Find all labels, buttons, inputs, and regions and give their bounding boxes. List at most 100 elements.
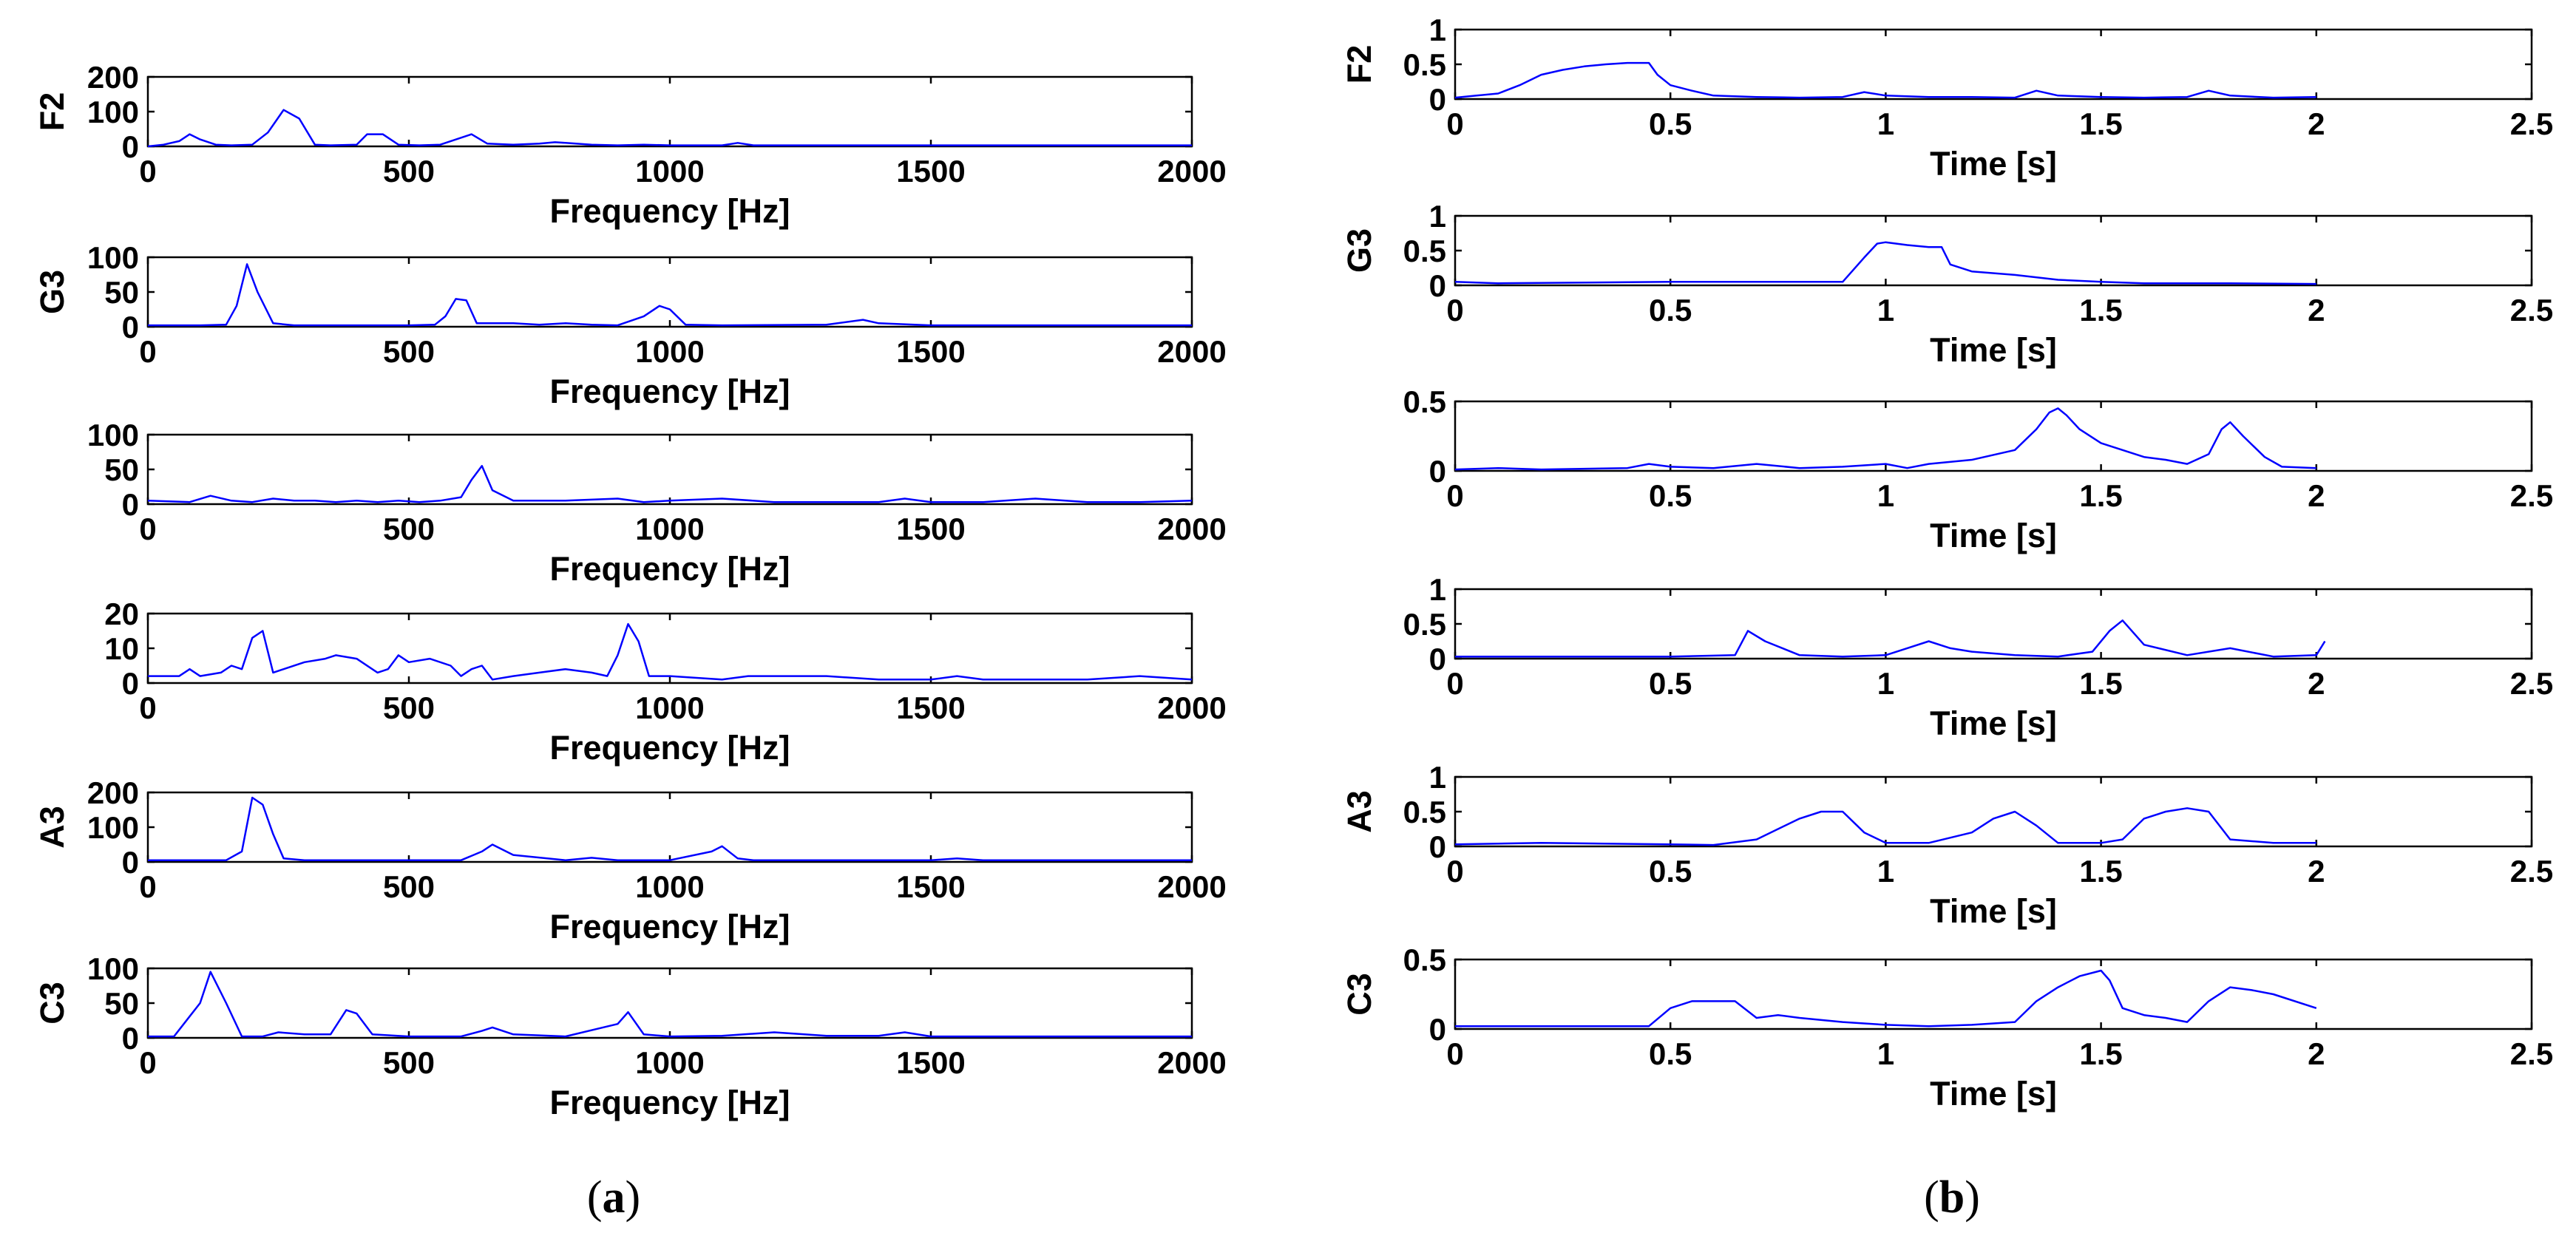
plot-area [1454, 775, 2533, 848]
x-tick-label: 1.5 [2079, 478, 2122, 513]
caption-a: (a) [587, 1172, 640, 1223]
x-tick-label: 500 [383, 154, 435, 188]
y-tick-label: 0.5 [1403, 384, 1446, 419]
x-tick-label: 0.5 [1649, 106, 1692, 141]
x-tick-label: 0 [139, 869, 156, 904]
x-tick-label: 1 [1877, 1036, 1894, 1071]
x-tick-label: 1.5 [2079, 854, 2122, 889]
caption-b: (b) [1924, 1172, 1980, 1223]
y-tick-label: 0 [1429, 829, 1446, 864]
x-tick-label: 1500 [896, 1045, 965, 1080]
x-axis-label: Frequency [Hz] [549, 1084, 790, 1121]
y-axis-label: G3 [1340, 228, 1378, 273]
x-axis-label: Frequency [Hz] [549, 729, 790, 767]
x-tick-label: 0 [1446, 854, 1463, 889]
x-tick-label: 0 [139, 334, 156, 369]
y-tick-label: 0 [122, 310, 139, 344]
y-tick-label: 20 [104, 597, 139, 631]
chart-panel-b-3: 0 0.5 1 1.5 2 2.5 0 0.5 Time [s] [1403, 384, 2554, 554]
x-tick-label: 2.5 [2510, 478, 2553, 513]
x-tick-label: 1.5 [2079, 293, 2122, 327]
plot-area [1454, 588, 2533, 660]
y-tick-label: 1 [1429, 760, 1446, 795]
x-tick-label: 2 [2308, 1036, 2325, 1071]
x-tick-label: 2.5 [2510, 1036, 2553, 1071]
x-tick-label: 0 [139, 1045, 156, 1080]
series-line [148, 796, 1192, 861]
x-tick-label: 500 [383, 869, 435, 904]
x-tick-label: 2000 [1157, 869, 1226, 904]
x-tick-label: 1 [1877, 666, 1894, 701]
x-tick-label: 1 [1877, 106, 1894, 141]
x-tick-label: 500 [383, 512, 435, 546]
y-tick-label: 1 [1429, 572, 1446, 607]
x-tick-label: 1500 [896, 334, 965, 369]
chart-panel-b-6: 0 0.5 1 1.5 2 2.5 0 0.5 Time [s] C3 [1340, 942, 2553, 1113]
plot-area [146, 433, 1193, 506]
x-tick-label: 1.5 [2079, 666, 2122, 701]
x-tick-label: 1500 [896, 690, 965, 725]
y-tick-label: 0.5 [1403, 942, 1446, 977]
series-line [1454, 61, 2316, 99]
x-tick-label: 1000 [635, 690, 704, 725]
x-tick-label: 0.5 [1649, 1036, 1692, 1071]
series-line [148, 263, 1192, 327]
y-tick-label: 0.5 [1403, 234, 1446, 268]
y-tick-label: 100 [87, 95, 139, 129]
y-axis-label: A3 [33, 806, 71, 849]
x-axis-label: Time [s] [1930, 892, 2057, 930]
x-axis-label: Time [s] [1930, 704, 2057, 742]
x-axis-label: Time [s] [1930, 1075, 2057, 1113]
plot-area [1454, 400, 2533, 472]
x-axis-label: Time [s] [1930, 517, 2057, 554]
x-tick-label: 1000 [635, 512, 704, 546]
x-tick-label: 0.5 [1649, 478, 1692, 513]
y-tick-label: 50 [104, 452, 139, 487]
y-tick-label: 0 [1429, 268, 1446, 303]
y-tick-label: 0 [122, 129, 139, 164]
y-tick-label: 0.5 [1403, 47, 1446, 82]
plot-area [146, 256, 1193, 328]
x-tick-label: 500 [383, 690, 435, 725]
series-line [148, 971, 1192, 1038]
x-axis-label: Frequency [Hz] [549, 373, 790, 410]
x-tick-label: 0.5 [1649, 854, 1692, 889]
y-tick-label: 50 [104, 986, 139, 1021]
x-axis-label: Time [s] [1930, 145, 2057, 183]
y-tick-label: 50 [104, 275, 139, 310]
y-tick-label: 0.5 [1403, 795, 1446, 829]
series-line [148, 622, 1193, 681]
y-tick-label: 0 [122, 666, 139, 701]
x-axis-label: Time [s] [1930, 331, 2057, 369]
x-tick-label: 0.5 [1649, 666, 1692, 701]
x-tick-label: 2000 [1157, 334, 1226, 369]
x-tick-label: 1000 [635, 334, 704, 369]
x-tick-label: 0 [139, 690, 156, 725]
x-tick-label: 2.5 [2510, 854, 2553, 889]
y-tick-label: 0 [122, 1021, 139, 1056]
x-tick-label: 2 [2308, 478, 2325, 513]
y-tick-label: 0.5 [1403, 607, 1446, 642]
x-tick-label: 1 [1877, 478, 1894, 513]
x-tick-label: 0 [1446, 666, 1463, 701]
y-axis-label: C3 [1340, 973, 1378, 1016]
y-axis-label: A3 [1340, 790, 1378, 833]
x-axis-label: Frequency [Hz] [549, 550, 790, 588]
x-tick-label: 2.5 [2510, 293, 2553, 327]
x-tick-label: 0 [1446, 478, 1463, 513]
x-tick-label: 1.5 [2079, 1036, 2122, 1071]
x-tick-label: 0 [139, 154, 156, 188]
y-tick-label: 0 [122, 487, 139, 522]
x-tick-label: 1500 [896, 512, 965, 546]
y-axis-label: C3 [33, 982, 71, 1025]
x-tick-label: 2 [2308, 106, 2325, 141]
